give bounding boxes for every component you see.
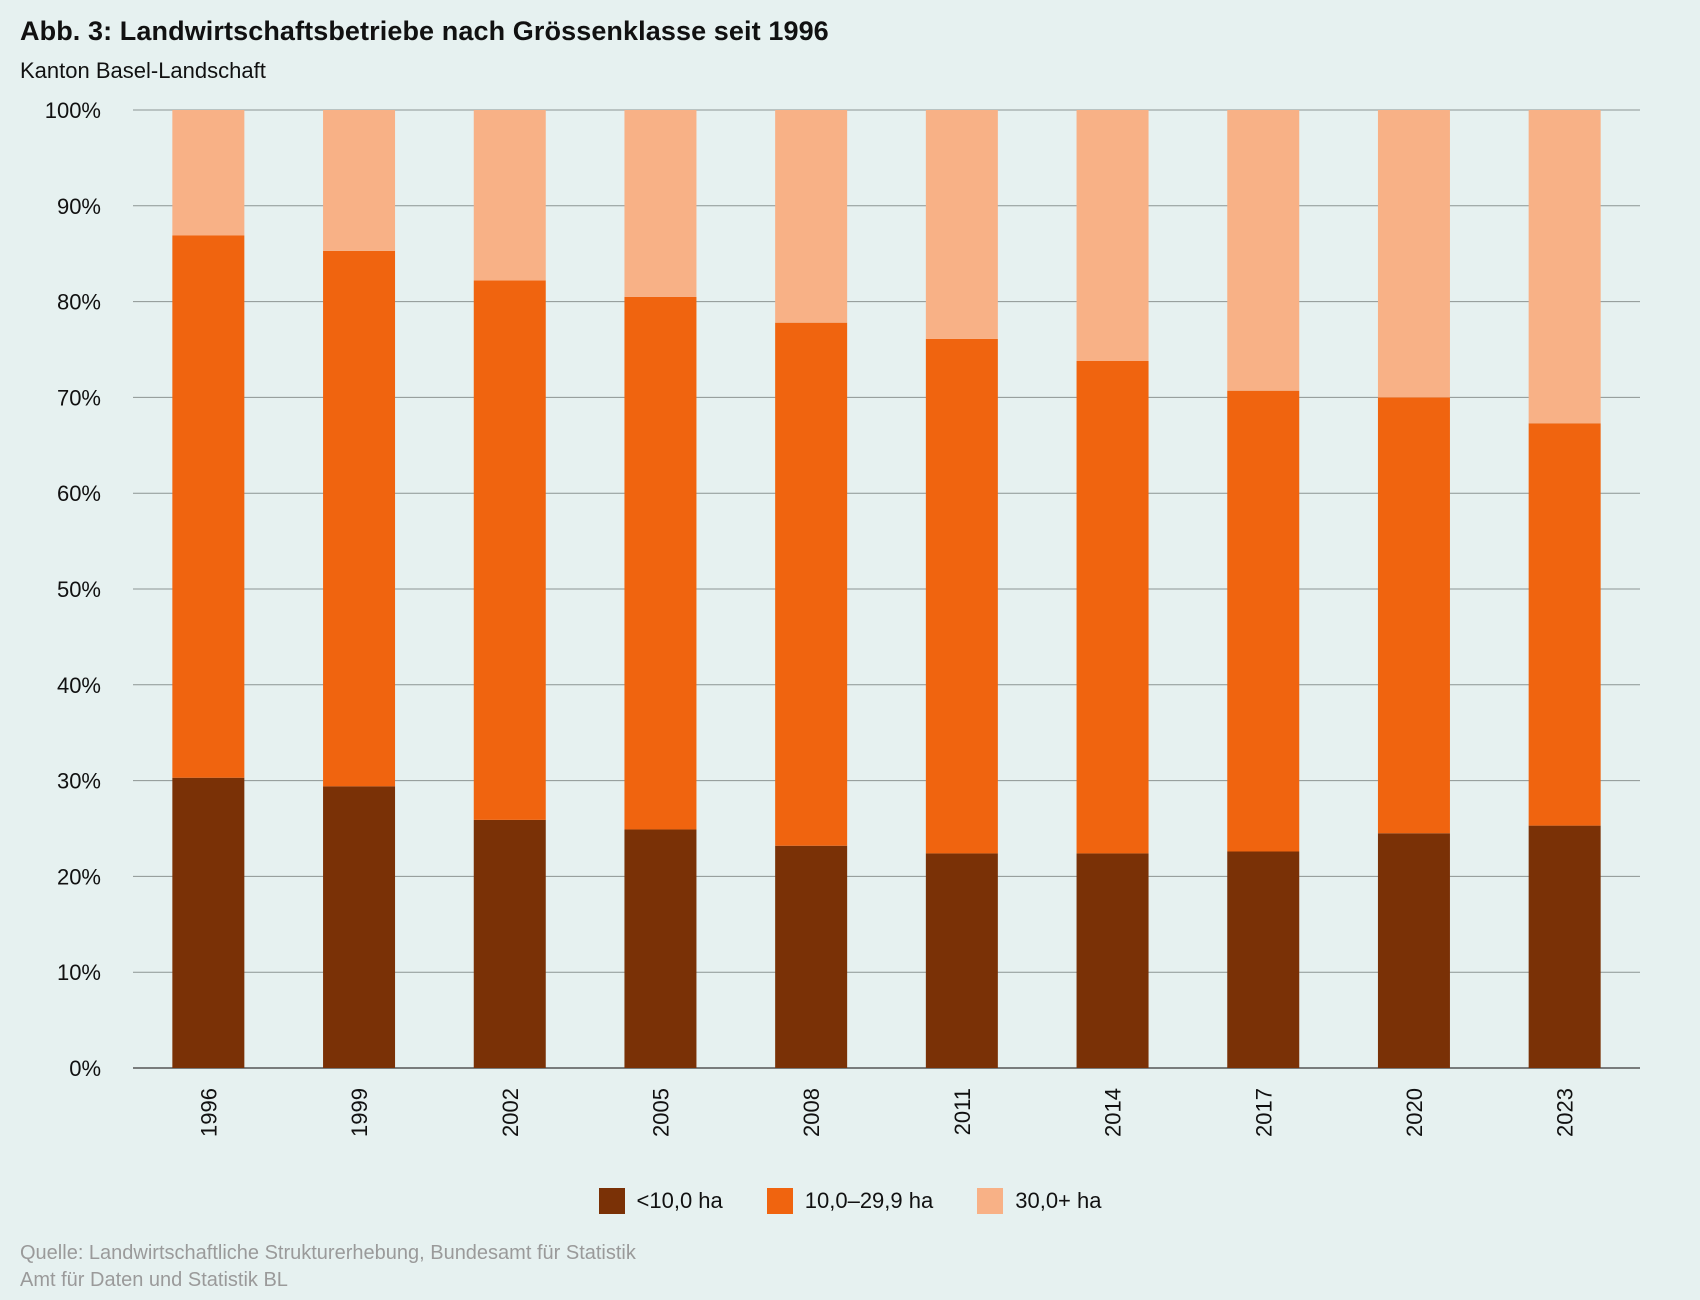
x-tick-label: 1999 [347, 1088, 372, 1137]
bar-segment-large [323, 110, 396, 251]
source-note: Quelle: Landwirtschaftliche Strukturerhe… [20, 1240, 636, 1294]
y-tick-label: 60% [57, 481, 101, 506]
legend: <10,0 ha 10,0–29,9 ha 30,0+ ha [0, 1188, 1700, 1214]
bar-segment-small [624, 829, 697, 1068]
bar-segment-medium [775, 322, 848, 846]
bar-segment-small [1377, 833, 1450, 1068]
bar-segment-medium [1076, 360, 1149, 854]
bars [172, 110, 1601, 1068]
bar-segment-medium [925, 338, 998, 854]
bar-segment-large [473, 110, 546, 281]
x-tick-label: 2011 [950, 1088, 975, 1135]
bar-segment-medium [473, 280, 546, 820]
y-tick-label: 30% [57, 769, 101, 794]
y-tick-label: 80% [57, 290, 101, 315]
bar-segment-large [775, 110, 848, 323]
bar-segment-small [1528, 825, 1601, 1068]
legend-label-medium: 10,0–29,9 ha [804, 1188, 934, 1213]
x-tick-label: 2014 [1101, 1088, 1126, 1137]
bar-segment-small [1076, 853, 1149, 1068]
x-tick-label: 2008 [799, 1088, 824, 1137]
bar-segment-small [775, 845, 848, 1068]
x-tick-label: 2002 [498, 1088, 523, 1137]
x-tick-label: 2017 [1251, 1088, 1276, 1137]
bar-segment-small [473, 819, 546, 1068]
source-line-1: Quelle: Landwirtschaftliche Strukturerhe… [20, 1242, 636, 1264]
bar-segment-small [1227, 851, 1300, 1068]
chart-subtitle: Kanton Basel-Landschaft [20, 58, 266, 83]
bar-segment-small [172, 777, 245, 1068]
bar-segment-large [925, 110, 998, 339]
y-tick-label: 50% [57, 577, 101, 602]
bar-segment-small [323, 786, 396, 1068]
source-line-2: Amt für Daten und Statistik BL [20, 1269, 288, 1291]
legend-label-small: <10,0 ha [636, 1188, 723, 1213]
y-tick-label: 0% [69, 1056, 101, 1081]
y-axis-ticks: 0% 10% 20% 30% 40% 50% 60% 70% 80% 90% 100% [45, 98, 101, 1081]
x-tick-label: 1996 [196, 1088, 221, 1137]
y-tick-label: 90% [57, 194, 101, 219]
bar-segment-medium [1377, 397, 1450, 834]
bar-segment-large [1076, 110, 1149, 361]
legend-swatch-medium [766, 1188, 793, 1214]
y-tick-label: 70% [57, 385, 101, 410]
legend-item-medium: 10,0–29,9 ha [766, 1188, 934, 1214]
legend-label-large: 30,0+ ha [1015, 1188, 1102, 1213]
x-tick-label: 2005 [648, 1088, 673, 1137]
bar-segment-medium [172, 235, 245, 778]
legend-item-small: <10,0 ha [598, 1188, 723, 1214]
x-tick-label: 2020 [1402, 1088, 1427, 1137]
legend-swatch-large [977, 1188, 1004, 1214]
bar-segment-medium [1227, 390, 1300, 852]
x-axis-ticks: 1996 1999 2002 2005 2008 2011 2014 2017 2020 2023 [196, 1088, 1577, 1137]
x-tick-label: 2023 [1553, 1088, 1578, 1137]
bar-segment-large [1377, 110, 1450, 398]
bar-segment-medium [323, 250, 396, 787]
bar-segment-medium [1528, 423, 1601, 826]
y-tick-label: 20% [57, 864, 101, 889]
bar-segment-large [624, 110, 697, 297]
bar-segment-medium [624, 296, 697, 830]
bar-segment-large [1528, 110, 1601, 424]
bar-segment-small [925, 853, 998, 1068]
y-tick-label: 10% [57, 960, 101, 985]
bar-segment-large [172, 110, 245, 236]
chart-title: Abb. 3: Landwirtschaftsbetriebe nach Grö… [20, 16, 829, 46]
legend-swatch-small [598, 1188, 625, 1214]
y-tick-label: 40% [57, 673, 101, 698]
legend-item-large: 30,0+ ha [977, 1188, 1101, 1214]
bar-segment-large [1227, 110, 1300, 391]
y-tick-label: 100% [45, 98, 101, 123]
